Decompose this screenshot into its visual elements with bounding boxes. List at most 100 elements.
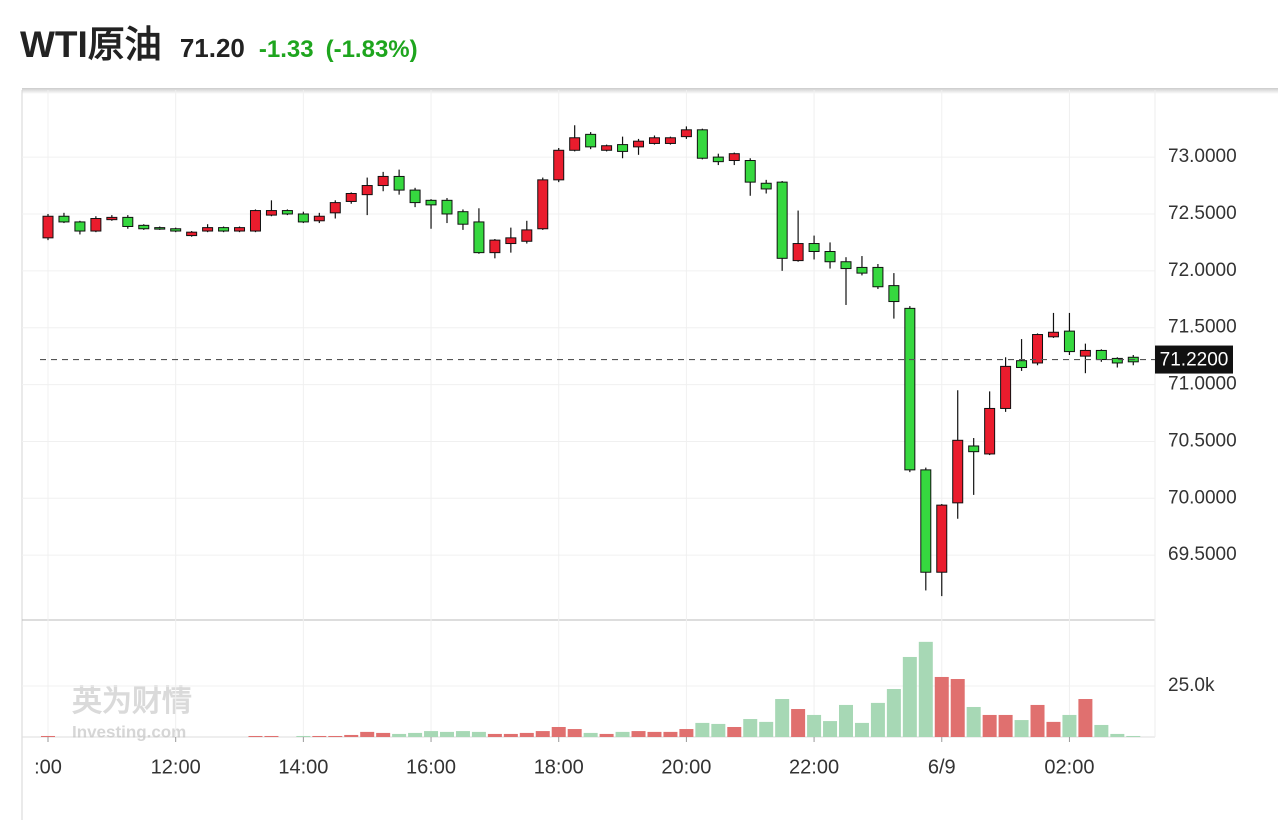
candle-body — [952, 439, 964, 504]
volume-bar — [1046, 721, 1061, 737]
candle-body — [186, 231, 198, 237]
candle-body — [553, 149, 565, 181]
candle-body — [361, 185, 373, 196]
candle-body — [473, 221, 485, 254]
instrument-name: WTI原油 — [20, 24, 162, 65]
candle-body — [968, 445, 980, 453]
volume-bar — [360, 731, 375, 737]
volume-bar — [695, 722, 710, 737]
candle-body — [249, 210, 261, 232]
volume-bar — [503, 733, 518, 737]
volume-bar — [1126, 735, 1141, 737]
candle-body — [824, 251, 836, 263]
x-tick-label: 20:00 — [661, 756, 711, 778]
volume-bar — [1110, 733, 1125, 737]
candle-body — [648, 137, 660, 144]
candle-body — [234, 227, 246, 232]
candle-body — [425, 199, 437, 206]
last-price-label: 71.2200 — [1160, 350, 1229, 371]
volume-bar — [1078, 699, 1093, 737]
candle-body — [313, 215, 325, 222]
volume-bar — [392, 733, 407, 737]
watermark-brand: 英为财情 — [72, 685, 192, 718]
candle-body — [218, 227, 230, 232]
volume-bar — [679, 729, 694, 737]
frame-shadow — [22, 88, 1278, 94]
y-tick-label: 71.0000 — [1168, 374, 1237, 395]
volume-bar — [567, 729, 582, 737]
candle-body — [265, 210, 277, 216]
candle-body — [409, 189, 421, 204]
volume-bar — [408, 732, 423, 737]
volume-bar — [440, 731, 454, 737]
y-tick-label: 69.5000 — [1168, 544, 1237, 565]
candle-body — [521, 229, 533, 242]
y-tick-label: 71.5000 — [1168, 317, 1237, 338]
candle-body — [872, 266, 884, 288]
volume-bar — [519, 732, 534, 737]
candle-body — [537, 179, 549, 230]
volume-bar — [663, 731, 678, 737]
candle-body — [122, 216, 134, 227]
volume-bar — [902, 656, 917, 737]
volume-bar — [918, 641, 933, 737]
candle-body — [138, 224, 150, 230]
volume-bar — [998, 714, 1013, 737]
candle-body — [505, 237, 517, 245]
candle-body — [154, 227, 166, 230]
x-tick-label: :00 — [34, 756, 62, 778]
candle-body — [58, 215, 70, 223]
volume-bar — [711, 723, 726, 737]
candle-body — [106, 216, 118, 221]
volume-bar — [296, 735, 311, 737]
volume-bar — [950, 679, 965, 737]
x-tick-label: 12:00 — [151, 756, 201, 778]
candle-body — [297, 213, 309, 223]
x-tick-label: 18:00 — [534, 756, 584, 778]
candle-body — [1063, 330, 1075, 353]
volume-bar — [455, 731, 470, 737]
candle-body — [202, 227, 214, 232]
volume-bar — [1014, 720, 1029, 737]
volume-bar — [312, 735, 327, 737]
volume-bar — [823, 721, 838, 737]
price-change-pct: (-1.83%) — [325, 36, 418, 63]
volume-bar — [886, 689, 901, 737]
candle-body — [281, 210, 293, 215]
candle-body — [633, 140, 645, 148]
candle-body — [377, 175, 389, 187]
volume-bar — [328, 735, 343, 737]
candle-body — [569, 137, 581, 151]
volume-bar — [631, 731, 646, 737]
x-tick-label: 6/9 — [928, 756, 956, 778]
candle-body — [393, 175, 405, 191]
last-price-box — [1155, 345, 1233, 374]
candle-body — [601, 145, 613, 151]
volume-bar — [807, 714, 822, 737]
candle-body — [1079, 349, 1091, 357]
candle-body — [856, 266, 868, 274]
y-tick-label: 72.5000 — [1168, 203, 1237, 224]
volume-bar — [1062, 714, 1077, 737]
candle-body — [840, 261, 852, 270]
candle-body — [680, 129, 692, 138]
volume-bar — [727, 726, 742, 737]
volume-bar — [839, 704, 853, 737]
candle-body — [1032, 334, 1044, 364]
volume-bar — [344, 734, 359, 737]
volume-bar — [615, 731, 630, 737]
volume-bar — [934, 676, 949, 737]
candle-body — [664, 137, 676, 144]
volume-bar — [376, 732, 391, 737]
volume-bar — [870, 702, 885, 737]
volume-bar — [535, 731, 550, 737]
candle-body — [760, 182, 772, 190]
volume-bar — [424, 731, 439, 737]
candle-body — [744, 160, 756, 183]
x-tick-label: 22:00 — [789, 756, 839, 778]
price-change: -1.33 — [258, 36, 314, 63]
y-tick-label: 72.0000 — [1168, 260, 1237, 281]
volume-bar — [487, 733, 502, 737]
